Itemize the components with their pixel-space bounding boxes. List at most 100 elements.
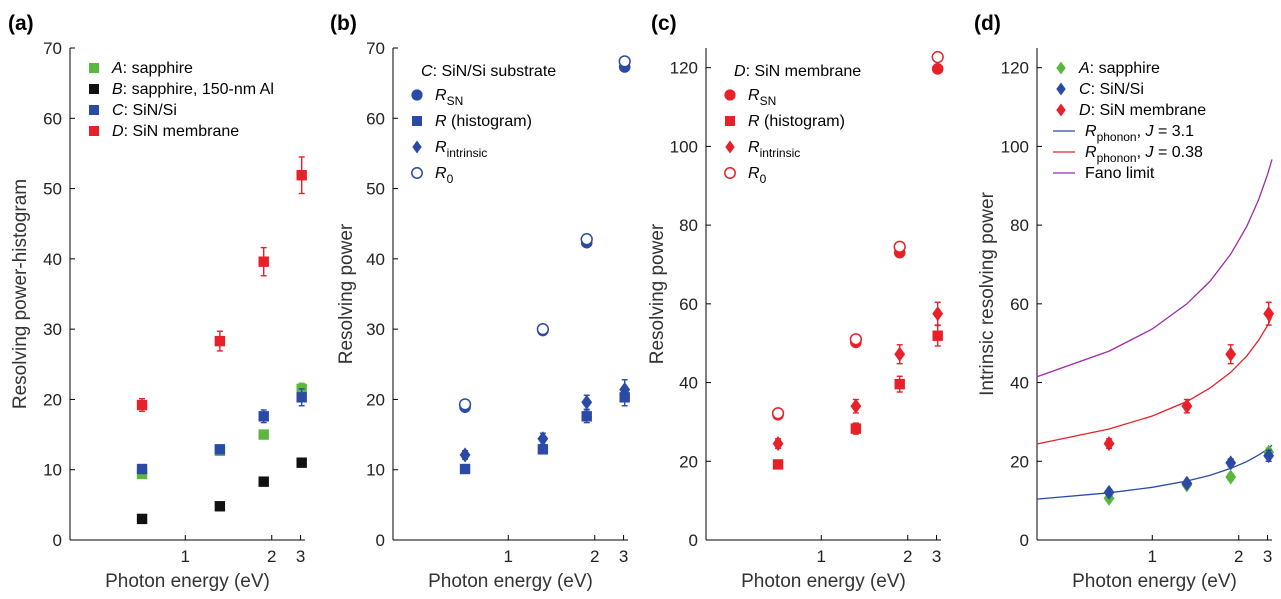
legend-marker [89, 63, 99, 73]
series-3 [458, 55, 631, 411]
panel-label: (c) [651, 12, 677, 35]
data-point [214, 335, 226, 347]
panel-label: (b) [330, 12, 357, 35]
y-tick-label: 60 [1010, 295, 1029, 314]
data-point [1225, 455, 1237, 471]
legend-label: C: SiN/Si [112, 102, 177, 119]
data-point [581, 394, 593, 410]
data-point [459, 447, 471, 463]
legend-label: D: SiN membrane [112, 123, 239, 140]
y-tick-label: 50 [366, 180, 385, 199]
chart-panel-3: (c) 0 20 40 60 80 100 120 1 2 3 Photon energy (eV) R… [647, 12, 944, 592]
series-2 [1103, 301, 1275, 452]
x-tick-label: 1 [504, 547, 513, 566]
data-point [931, 63, 944, 75]
x-tick-label: 3 [296, 547, 305, 566]
legend-marker [1056, 61, 1066, 75]
y-tick-label: 50 [43, 180, 62, 199]
series-2 [136, 388, 307, 475]
data-point [894, 378, 905, 390]
data-point [580, 233, 593, 246]
y-tick-label: 10 [366, 461, 385, 480]
x-axis-label: Photon energy (eV) [428, 571, 593, 592]
data-point [136, 399, 148, 411]
legend-header: D: SiN membrane [734, 63, 861, 80]
y-tick-label: 20 [366, 390, 385, 409]
y-tick-label: 10 [43, 461, 62, 480]
x-tick-label: 2 [267, 547, 276, 566]
y-tick-label: 60 [43, 109, 62, 128]
series-3 [771, 50, 944, 420]
legend-label: RSN [748, 87, 776, 108]
x-axis-label: Photon energy (eV) [105, 571, 270, 592]
y-axis-label: Resolving power [647, 223, 668, 364]
legend-marker [412, 140, 422, 154]
data-point [537, 431, 549, 447]
data-point [1103, 484, 1115, 500]
y-tick-label: 0 [53, 531, 62, 550]
chart-panel-4: (d) 0 20 40 60 80 100 120 1 2 3 Photon energy (eV) I… [974, 12, 1275, 592]
data-point [258, 429, 269, 440]
legend-label: Rphonon, J = 3.1 [1085, 123, 1194, 144]
data-point [850, 398, 862, 414]
series-1 [459, 388, 630, 475]
y-tick-label: 40 [366, 250, 385, 269]
y-tick-label: 70 [43, 39, 62, 58]
data-point [931, 50, 944, 64]
legend-label: A: sapphire [1078, 60, 1160, 77]
legend: D: SiN membrane RSN R (histogram) Rintrinsi… [724, 63, 861, 186]
data-point [619, 382, 631, 398]
legend-marker [724, 167, 736, 179]
x-tick-label: 1 [1148, 547, 1157, 566]
legend-label: B: sapphire, 150-nm Al [112, 81, 274, 98]
data-point [258, 411, 269, 422]
y-tick-label: 30 [366, 320, 385, 339]
legend: C: SiN/Si substrate RSN R (histogram) Rintr… [411, 63, 556, 186]
y-tick-label: 30 [43, 320, 62, 339]
x-tick-label: 3 [932, 547, 941, 566]
data-point [1181, 398, 1193, 414]
legend-label: Rintrinsic [748, 139, 800, 160]
legend-label: RSN [435, 87, 463, 108]
y-axis-label: Intrinsic resolving power [977, 191, 998, 395]
y-tick-label: 60 [366, 109, 385, 128]
legend-marker [725, 140, 735, 154]
series-2 [772, 301, 944, 452]
x-tick-label: 2 [590, 547, 599, 566]
x-tick-label: 1 [817, 547, 826, 566]
data-point [136, 513, 148, 525]
y-tick-label: 40 [1010, 374, 1029, 393]
y-tick-label: 70 [366, 39, 385, 58]
legend-label: A: sapphire [111, 60, 193, 77]
legend-label: R (histogram) [435, 113, 532, 130]
legend-marker [89, 105, 99, 115]
legend-marker [411, 89, 423, 101]
y-tick-label: 0 [376, 531, 385, 550]
x-tick-label: 1 [181, 547, 190, 566]
data-point [459, 463, 471, 475]
y-tick-label: 0 [1020, 531, 1029, 550]
y-tick-label: 40 [43, 250, 62, 269]
y-tick-label: 100 [670, 137, 698, 156]
data-point [458, 398, 472, 411]
y-tick-label: 20 [1010, 452, 1029, 471]
legend-marker [1056, 82, 1066, 96]
legend-marker [1056, 103, 1066, 117]
data-point [1103, 436, 1115, 452]
series-0 [136, 382, 307, 480]
legend-marker [725, 116, 735, 126]
legend: A: sapphire C: SiN/Si D: SiN membrane Rphon… [1053, 60, 1206, 182]
data-point [536, 322, 550, 336]
legend-label: Rintrinsic [435, 139, 487, 160]
data-point [772, 459, 784, 470]
y-tick-label: 100 [1001, 137, 1029, 156]
legend-label: R0 [435, 165, 454, 186]
y-axis-label: Resolving power [336, 223, 357, 364]
series-2 [459, 379, 631, 463]
panel-label: (d) [974, 12, 1001, 35]
y-tick-label: 120 [1001, 59, 1029, 78]
data-point [618, 55, 631, 68]
legend-label: C: SiN/Si [1079, 81, 1144, 98]
legend-header: C: SiN/Si substrate [421, 63, 556, 80]
